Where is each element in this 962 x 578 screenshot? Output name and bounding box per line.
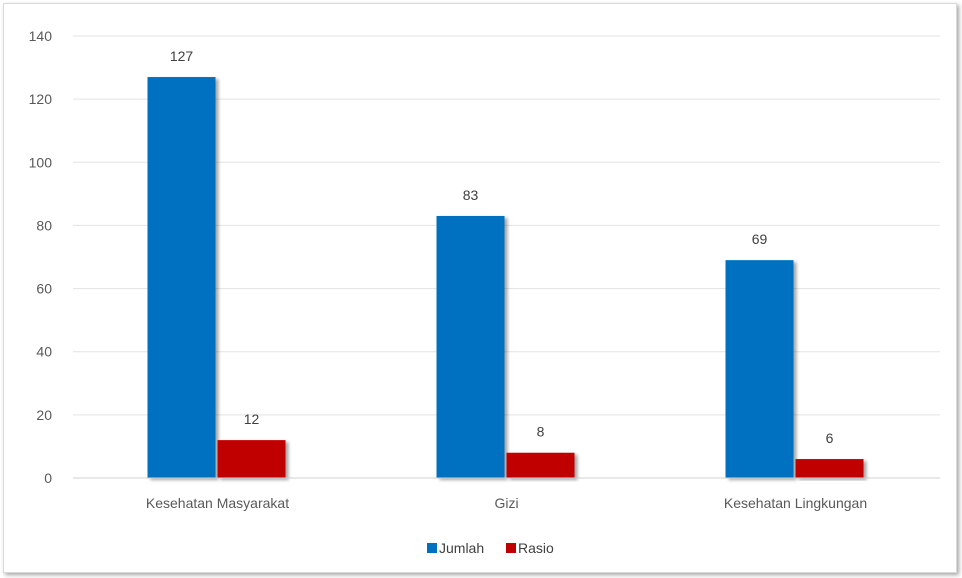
- data-label-rasio: 8: [537, 424, 545, 440]
- legend-swatch-jumlah: [427, 543, 437, 553]
- bars: [147, 77, 864, 479]
- data-label-jumlah: 83: [463, 187, 479, 203]
- bar-rasio-2: [795, 459, 864, 478]
- y-tick-label: 40: [36, 344, 52, 360]
- y-tick-label: 120: [29, 91, 53, 107]
- y-tick-label: 140: [29, 28, 53, 44]
- y-tick-label: 0: [44, 470, 52, 486]
- legend-swatch-rasio: [506, 543, 516, 553]
- bar-rasio-0: [217, 440, 286, 478]
- gridlines: [73, 35, 940, 416]
- x-category-label: Kesehatan Lingkungan: [724, 495, 867, 511]
- legend: Jumlah Rasio: [427, 540, 554, 556]
- y-tick-label: 100: [29, 154, 53, 170]
- bar-rasio-1: [506, 452, 575, 478]
- data-label-rasio: 6: [826, 430, 834, 446]
- x-category-label: Kesehatan Masyarakat: [146, 495, 289, 511]
- data-labels: 127 12 83 8 69 6: [170, 48, 834, 446]
- bar-jumlah-2: [725, 260, 794, 478]
- legend-label-jumlah: Jumlah: [439, 540, 484, 556]
- y-tick-label: 60: [36, 281, 52, 297]
- bar-jumlah-0: [147, 77, 216, 479]
- x-category-label: Gizi: [494, 495, 518, 511]
- data-label-jumlah: 127: [170, 48, 194, 64]
- data-label-jumlah: 69: [752, 231, 768, 247]
- data-label-rasio: 12: [244, 411, 260, 427]
- y-tick-label: 80: [36, 217, 52, 233]
- x-axis-categories: Kesehatan Masyarakat Gizi Kesehatan Lingku…: [146, 495, 867, 511]
- y-tick-label: 20: [36, 407, 52, 423]
- bar-jumlah-1: [436, 215, 505, 478]
- legend-label-rasio: Rasio: [518, 540, 554, 556]
- y-axis-ticks: 0 20 40 60 80 100 120 140: [29, 28, 53, 486]
